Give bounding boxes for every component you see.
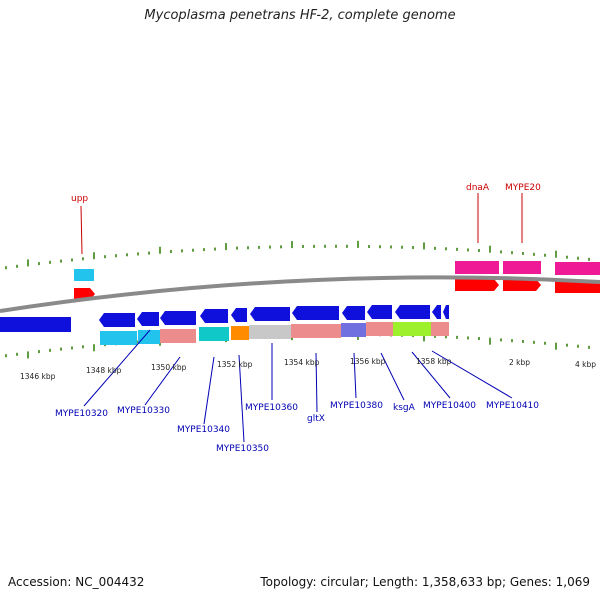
gene-mype10320[interactable] <box>99 313 135 327</box>
gene-next-cog[interactable] <box>555 262 600 275</box>
genome-backbone <box>0 275 600 313</box>
gene-left-block[interactable] <box>0 317 71 332</box>
gene-label-mype10340[interactable]: MYPE10340 <box>177 425 230 435</box>
gene-label-mype10320[interactable]: MYPE10320 <box>55 409 108 419</box>
axis-label: 1354 kbp <box>284 358 320 367</box>
accession-text: Accession: NC_004432 <box>8 575 145 589</box>
gene-label-gltx[interactable]: gltX <box>307 414 325 424</box>
label-leaders <box>80 193 523 443</box>
gene-upp-cog[interactable] <box>74 269 94 281</box>
axis-label: 1356 kbp <box>350 357 386 366</box>
gene-label-mype10330[interactable]: MYPE10330 <box>117 406 170 416</box>
gene-mype10400[interactable] <box>367 305 392 319</box>
gene-mype10340[interactable] <box>160 311 196 325</box>
cog-cell <box>160 329 196 343</box>
gene-label-mype10410[interactable]: MYPE10410 <box>486 401 539 411</box>
cog-cell <box>138 330 160 344</box>
gene-mype10360[interactable] <box>231 308 247 322</box>
gene-mype20-cog[interactable] <box>503 261 541 274</box>
gene-label-upp[interactable]: upp <box>71 194 88 204</box>
map-title: Mycoplasma penetrans HF-2, complete geno… <box>144 8 456 23</box>
gene-mype10380[interactable] <box>292 306 339 320</box>
gene-small-b[interactable] <box>443 305 449 319</box>
gene-label-mype10400[interactable]: MYPE10400 <box>423 401 476 411</box>
gene-dnaa-cog[interactable] <box>455 261 499 274</box>
axis-labels: 1346 kbp 1348 kbp 1350 kbp 1352 kbp 1354… <box>20 357 596 381</box>
gene-mype10350[interactable] <box>200 309 228 323</box>
axis-label: 1346 kbp <box>20 372 56 381</box>
genome-summary-text: Topology: circular; Length: 1,358,633 bp… <box>260 575 590 589</box>
cog-cell <box>291 324 341 338</box>
forward-strand-genes <box>74 261 600 300</box>
gene-mype20[interactable] <box>503 279 541 291</box>
ticks-top <box>5 240 590 270</box>
gene-label-ksga[interactable]: ksgA <box>393 403 416 413</box>
axis-label: 4 kbp <box>575 360 596 369</box>
gene-label-mype20[interactable]: MYPE20 <box>505 183 541 193</box>
gene-label-mype10360[interactable]: MYPE10360 <box>245 403 298 413</box>
gene-gltx[interactable] <box>250 307 290 321</box>
cog-cell <box>366 322 393 336</box>
gene-mype10410[interactable] <box>395 305 430 319</box>
gene-label-dnaa[interactable]: dnaA <box>466 183 490 193</box>
cog-cell <box>431 322 449 336</box>
cog-cell <box>231 326 249 340</box>
bottom-gene-labels: MYPE10320 MYPE10330 MYPE10340 MYPE10350 … <box>55 401 539 454</box>
cog-cell <box>393 322 431 336</box>
axis-label: 1358 kbp <box>416 357 452 366</box>
cog-cell <box>199 327 229 341</box>
axis-label: 1350 kbp <box>151 363 187 372</box>
cog-cell <box>249 325 291 339</box>
axis-label: 2 kbp <box>509 358 530 367</box>
gene-small-a[interactable] <box>432 305 441 319</box>
gene-label-mype10350[interactable]: MYPE10350 <box>216 444 269 454</box>
gene-dnaa[interactable] <box>455 279 499 291</box>
gene-mype10330[interactable] <box>137 312 159 326</box>
reverse-strand-genes <box>0 305 449 345</box>
gene-label-mype10380[interactable]: MYPE10380 <box>330 401 383 411</box>
gene-ksga[interactable] <box>342 306 365 320</box>
cog-cell <box>341 323 366 337</box>
top-gene-labels: upp dnaA MYPE20 <box>71 183 541 204</box>
axis-label: 1348 kbp <box>86 366 122 375</box>
axis-label: 1352 kbp <box>217 360 253 369</box>
cog-cell <box>100 331 137 345</box>
